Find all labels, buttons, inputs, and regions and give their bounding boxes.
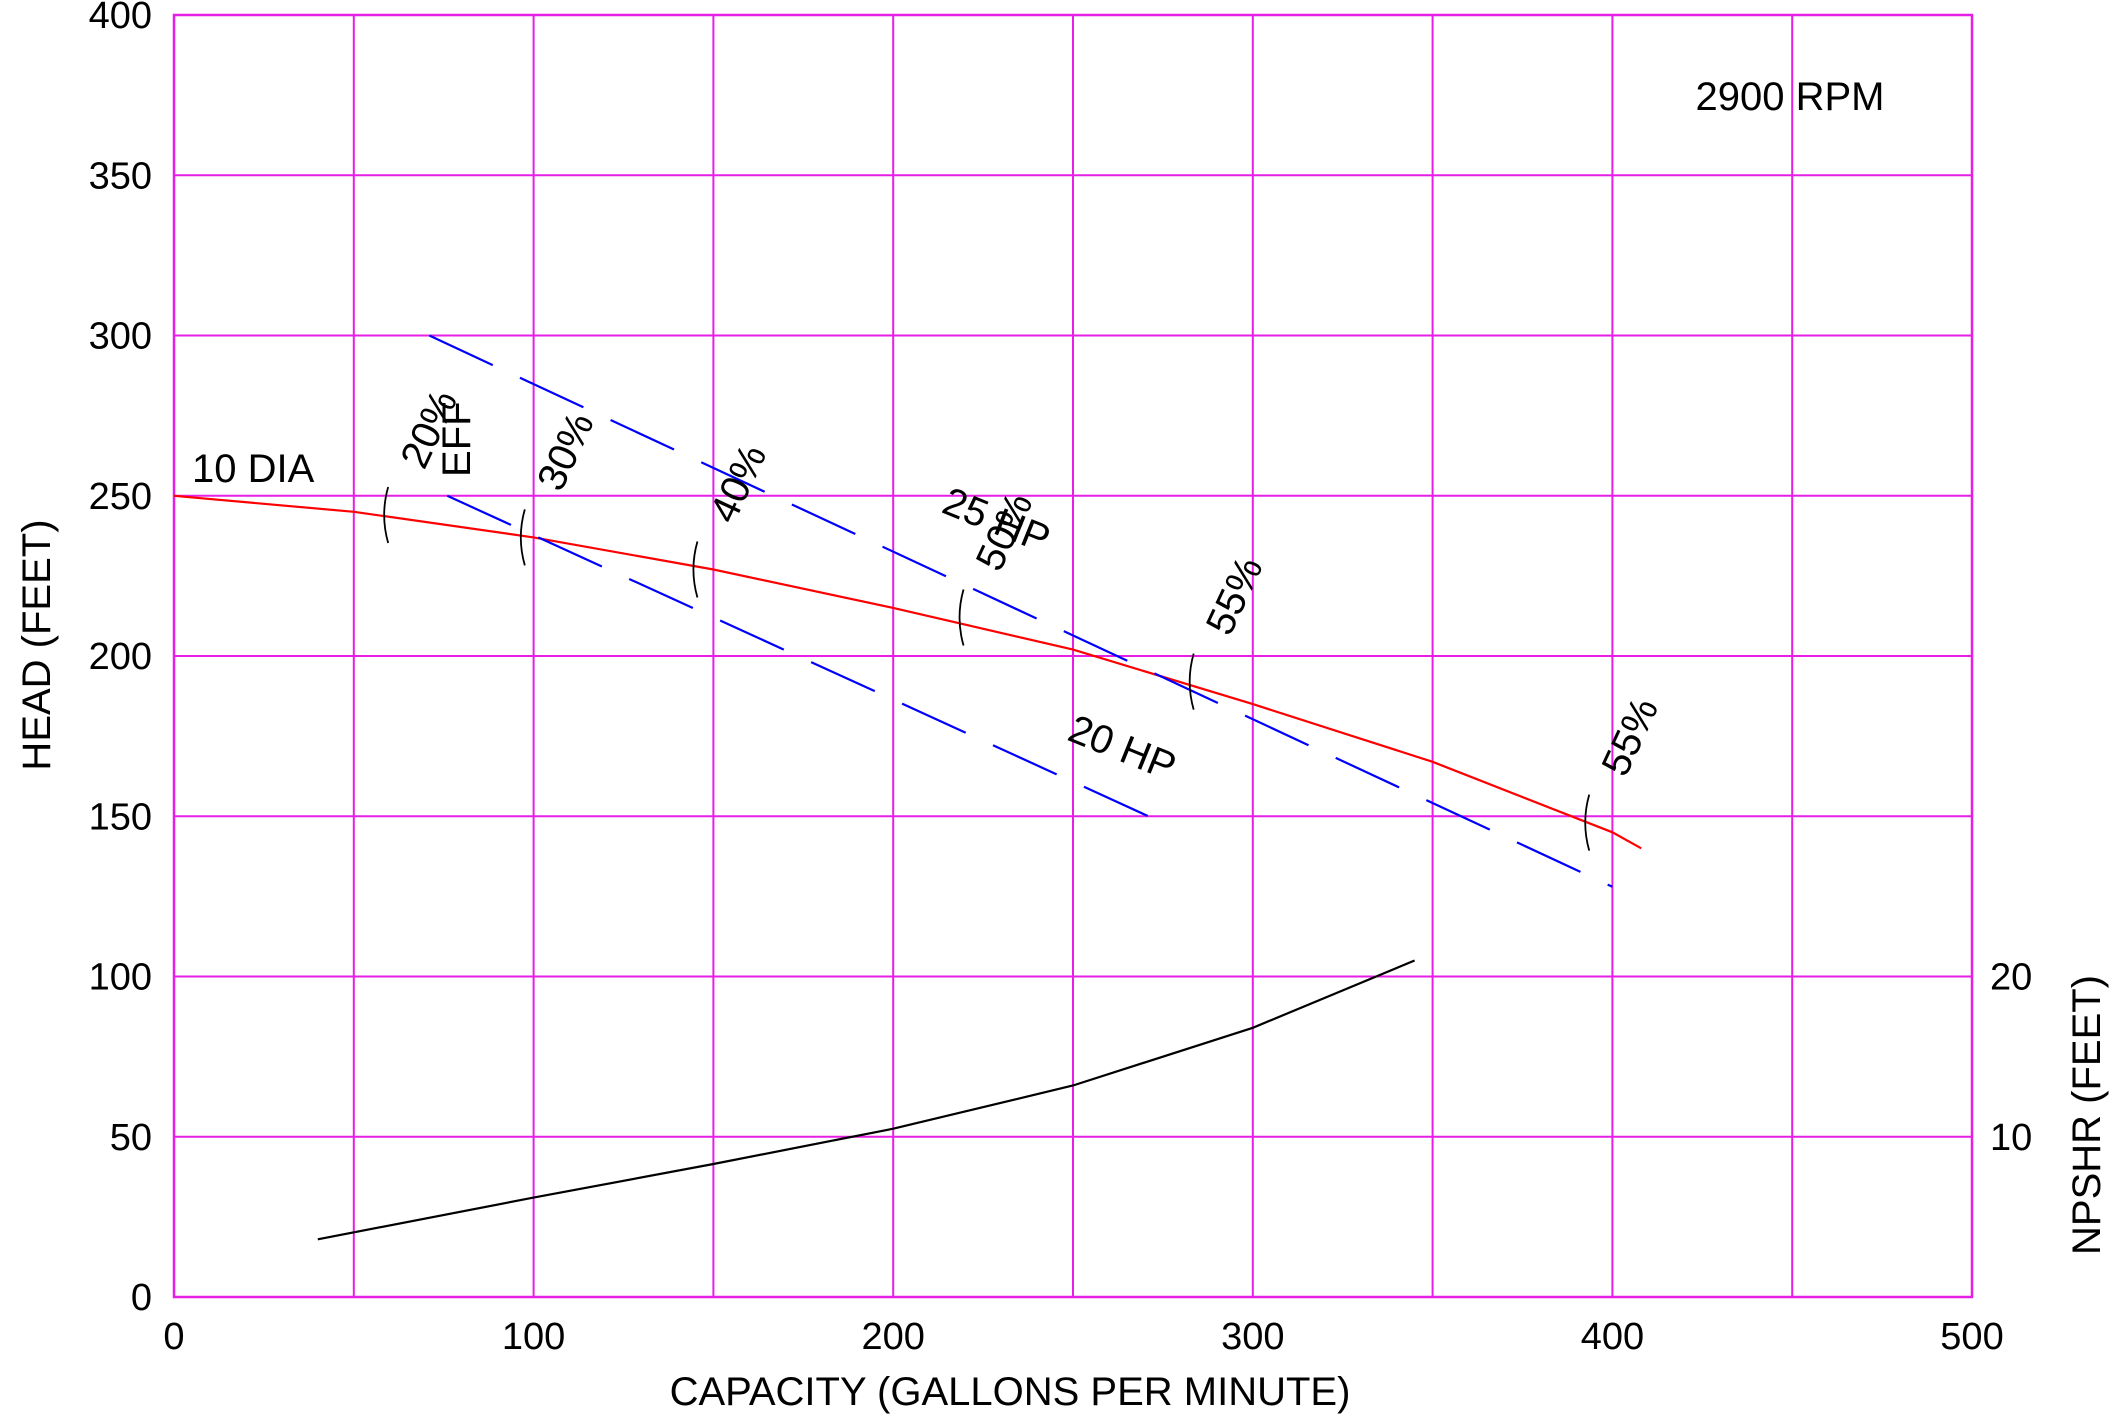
y-tick-label: 250	[89, 476, 152, 518]
y-tick-label: 300	[89, 316, 152, 358]
y-axis-title: HEAD (FEET)	[15, 519, 59, 770]
series-lines	[173, 334, 1642, 1241]
efficiency-label: 30%	[529, 406, 603, 497]
efficiency-mark	[692, 541, 699, 598]
efficiency-label: 55%	[1594, 691, 1668, 782]
y-tick-label: 100	[89, 957, 152, 999]
grid	[172, 13, 1974, 1299]
y-tick-label: 200	[89, 636, 152, 678]
x-tick-label: 200	[861, 1316, 924, 1358]
y-tick-label: 400	[89, 0, 152, 37]
x-tick-label: 400	[1581, 1316, 1644, 1358]
efficiency-mark	[1188, 653, 1195, 710]
series-10-dia	[173, 494, 1642, 850]
y-tick-label: 150	[89, 796, 152, 838]
series-20-hp	[446, 494, 1149, 818]
y2-tick-label: 20	[1990, 957, 2032, 999]
eff-label: EFF	[435, 401, 479, 477]
y-tick-label: 0	[131, 1277, 152, 1319]
diameter-label: 10 DIA	[192, 447, 315, 491]
y-tick-label: 350	[89, 155, 152, 197]
tick-labels: 0 100 200 300 400 500 0 50 100 150 200 250 300 350 400…	[89, 0, 2033, 1358]
x-tick-label: 100	[502, 1316, 565, 1358]
hp-label: 20 HP	[1062, 707, 1182, 789]
y2-axis-title: NPSHR (FEET)	[2065, 975, 2109, 1255]
efficiency-mark	[519, 509, 526, 566]
x-tick-label: 500	[1940, 1316, 2003, 1358]
efficiency-mark	[383, 486, 390, 544]
efficiency-mark	[1584, 794, 1591, 851]
x-tick-label: 0	[163, 1316, 184, 1358]
y-tick-label: 50	[110, 1117, 152, 1159]
series-npshr	[317, 959, 1416, 1241]
speed-label: 2900 RPM	[1696, 75, 1885, 119]
efficiency-label: 55%	[1198, 550, 1272, 641]
x-axis-title: CAPACITY (GALLONS PER MINUTE)	[670, 1370, 1351, 1414]
y2-tick-label: 10	[1990, 1117, 2032, 1159]
efficiency-marks: 20% 30% 40%50%55%55%	[383, 384, 1668, 851]
series-25-hp	[428, 334, 1613, 888]
x-tick-label: 300	[1221, 1316, 1284, 1358]
efficiency-mark	[958, 589, 965, 646]
